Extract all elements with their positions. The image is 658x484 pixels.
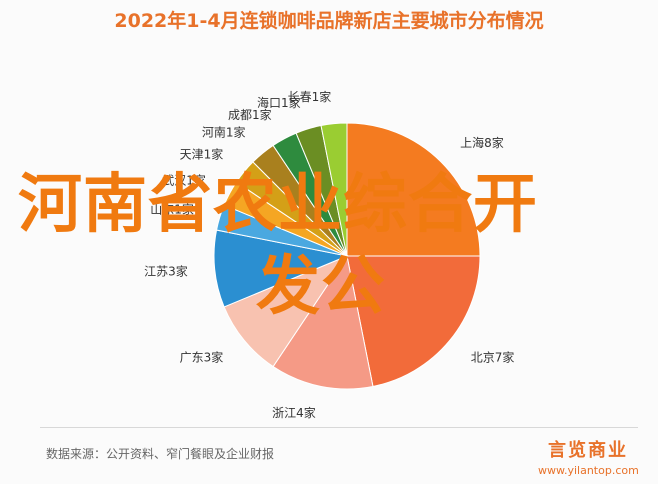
chart-title: 2022年1-4月连锁咖啡品牌新店主要城市分布情况 xyxy=(114,10,544,32)
slice-label-4: 广东3家 xyxy=(180,350,224,365)
pie-slice-12 xyxy=(320,122,348,257)
slice-label-3: 浙江4家 xyxy=(272,405,316,420)
slice-label-6: 山东1家 xyxy=(150,202,194,217)
data-source-note: 数据来源：公开资料、窄门餐眼及企业财报 xyxy=(46,447,275,461)
slice-label-1: 上海8家 xyxy=(460,135,504,150)
brand-url: www.yilantop.com xyxy=(538,464,639,477)
slice-label-2: 北京7家 xyxy=(471,350,515,365)
pie-slice-4 xyxy=(223,254,349,368)
slice-label-5: 江苏3家 xyxy=(144,264,188,279)
pie-slice-2 xyxy=(346,255,481,388)
pie-slice-5 xyxy=(213,229,349,308)
slice-label-7: 武汉1家 xyxy=(162,173,206,188)
footer-divider xyxy=(40,427,638,428)
brand-logo-text: 言览商业 xyxy=(548,440,628,461)
pie-slice-1 xyxy=(346,122,481,257)
slice-label-8: 天津1家 xyxy=(180,147,224,162)
slice-label-11: 海口1家 xyxy=(257,95,301,110)
pie-slice-3 xyxy=(272,254,374,390)
slice-label-12: 长春1家 xyxy=(288,89,332,104)
brand-logo: 言览商业 www.yilantop.com xyxy=(538,436,639,477)
slice-label-9: 河南1家 xyxy=(202,124,246,139)
slice-label-10: 成都1家 xyxy=(228,107,272,122)
